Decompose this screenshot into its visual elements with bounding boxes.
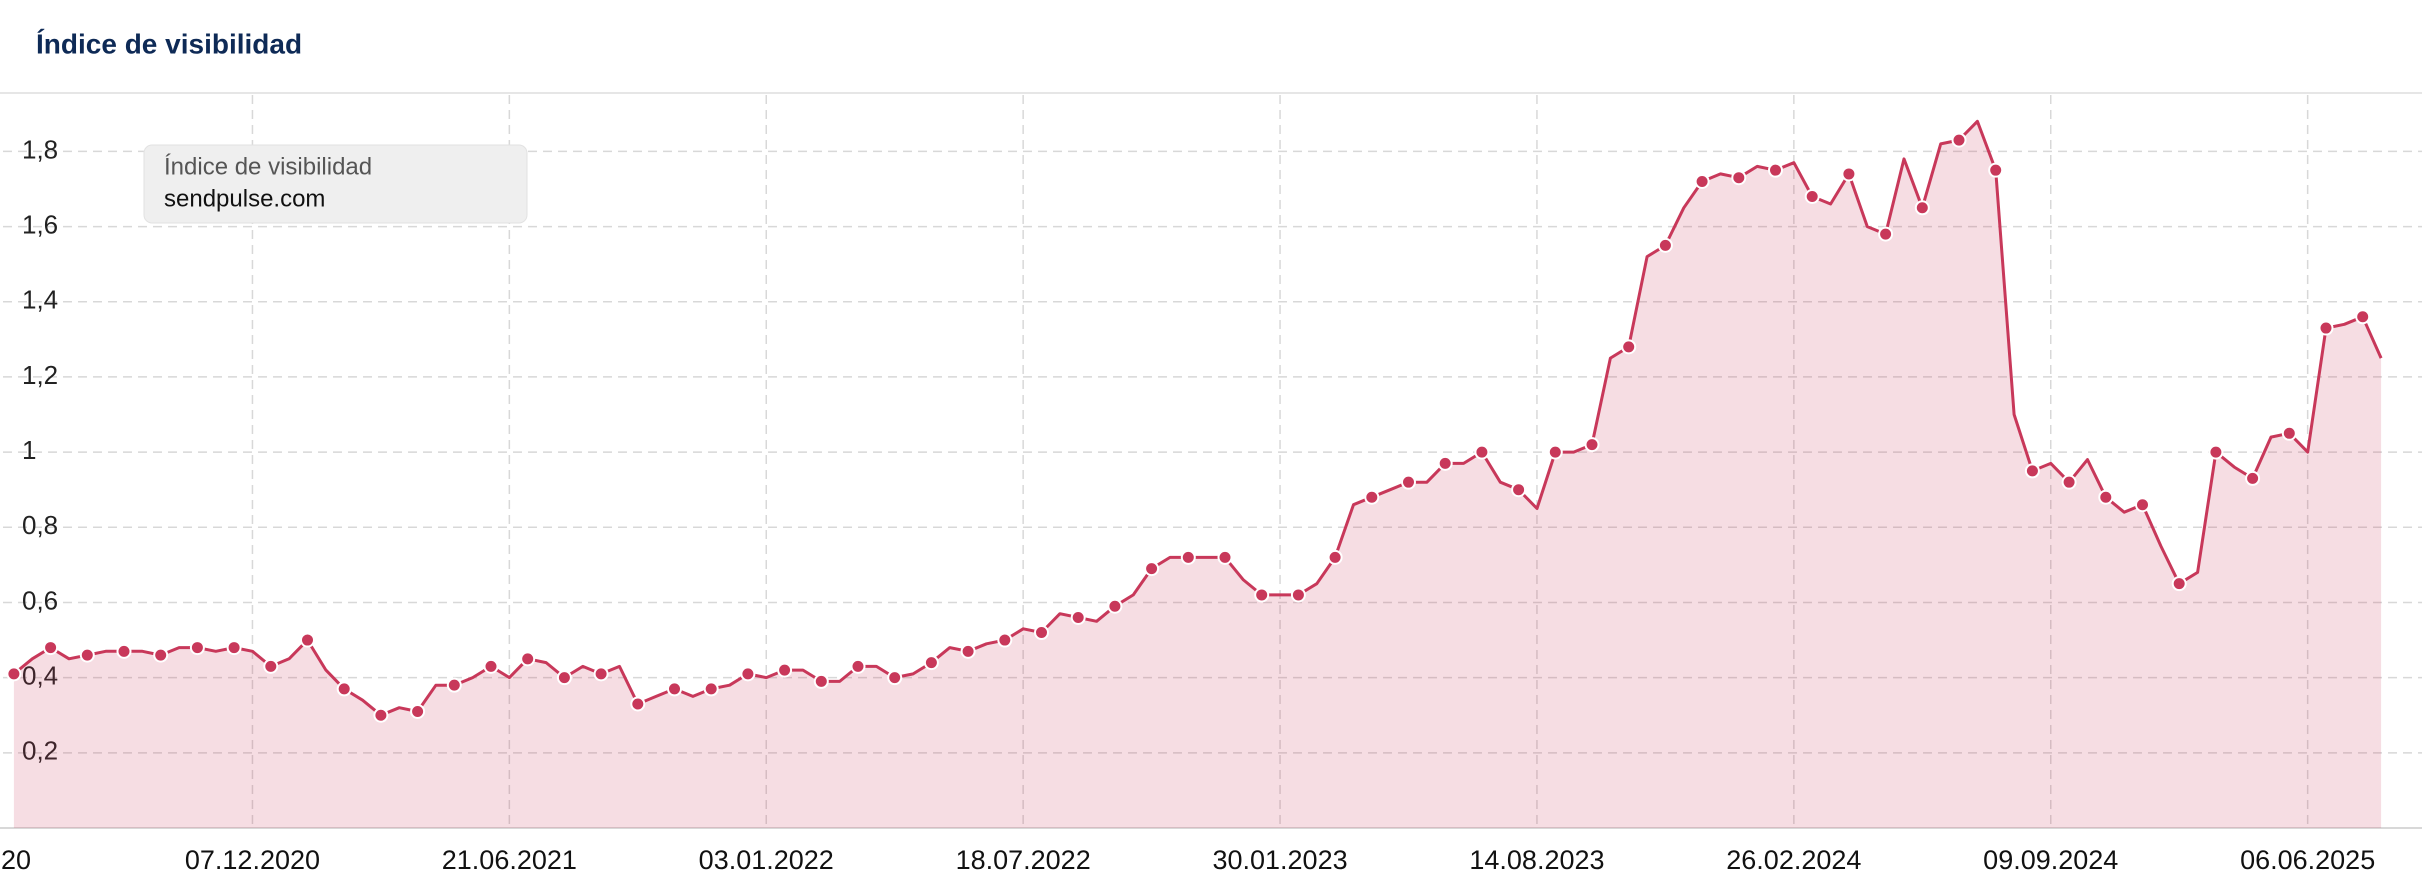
data-point — [1290, 587, 1306, 603]
data-point — [2098, 489, 2114, 505]
x-tick-label: 03.01.2022 — [699, 845, 834, 875]
data-point — [6, 666, 22, 682]
y-tick-label: 1,2 — [22, 360, 58, 390]
data-point — [1768, 162, 1783, 178]
data-point — [1070, 609, 1086, 625]
data-point — [1364, 489, 1380, 505]
data-point — [1437, 455, 1453, 471]
x-tick-label: 21.06.2021 — [442, 845, 577, 875]
data-point — [630, 696, 646, 712]
data-point — [1217, 549, 1233, 565]
data-point — [1327, 549, 1343, 565]
data-point — [1034, 625, 1049, 641]
data-point — [2024, 463, 2040, 479]
data-point — [1144, 561, 1160, 577]
line — [12, 119, 2383, 717]
data-point — [777, 662, 793, 678]
data-point — [226, 640, 242, 656]
data-point — [410, 703, 426, 719]
x-tick-label: 07.12.2020 — [185, 845, 320, 875]
data-point — [1254, 587, 1270, 603]
data-point — [483, 658, 499, 674]
data-point — [2281, 425, 2297, 441]
chart-title: Índice de visibilidad — [36, 28, 302, 59]
area — [13, 121, 2382, 829]
x-tick-label: 18.07.2022 — [956, 845, 1091, 875]
x-tick-label: 14.08.2023 — [1469, 845, 1604, 875]
data-point — [1657, 237, 1673, 253]
data-point — [740, 666, 756, 682]
data-point — [1401, 474, 1416, 490]
data-point — [887, 670, 903, 686]
data-point — [300, 632, 315, 648]
x-tick-label: 06.06.2025 — [2240, 845, 2375, 875]
data-point — [2061, 474, 2077, 490]
data-point — [1878, 226, 1894, 242]
data-point — [813, 673, 829, 689]
data-point — [373, 707, 389, 723]
x-tick-label: 20 — [1, 845, 31, 875]
y-tick-label: 0,8 — [22, 510, 58, 540]
y-tick-label: 1 — [22, 435, 36, 465]
x-tick-label: 26.02.2024 — [1726, 845, 1861, 875]
data-point — [850, 658, 866, 674]
data-point — [593, 666, 609, 682]
data-point — [263, 658, 279, 674]
data-point — [667, 681, 682, 697]
data-point — [923, 655, 939, 671]
y-tick-label: 1,6 — [22, 209, 58, 239]
data-point — [2208, 444, 2224, 460]
data-point — [960, 643, 976, 659]
y-tick-label: 0,6 — [22, 585, 58, 615]
data-point — [1547, 444, 1563, 460]
data-point — [997, 632, 1013, 648]
data-point — [43, 640, 59, 656]
data-point — [1951, 132, 1967, 148]
data-point — [556, 670, 572, 686]
data-point — [153, 647, 169, 663]
data-point — [2135, 497, 2150, 513]
data-point — [1914, 200, 1930, 216]
y-tick-label: 0,2 — [22, 736, 58, 766]
data-point — [1584, 437, 1600, 453]
data-point — [79, 647, 95, 663]
y-tick-label: 1,8 — [22, 134, 58, 164]
data-point — [1988, 162, 2004, 178]
data-point — [1107, 598, 1123, 614]
data-point — [1731, 170, 1747, 186]
data-point — [703, 681, 719, 697]
data-point — [1694, 173, 1710, 189]
y-tick-label: 0,4 — [22, 661, 58, 691]
data-point — [2318, 320, 2334, 336]
data-point — [446, 677, 462, 693]
data-point — [520, 651, 536, 667]
y-tick-label: 1,4 — [22, 285, 58, 315]
legend-entry: sendpulse.com — [164, 185, 325, 212]
data-point — [1511, 482, 1527, 498]
data-point — [1841, 166, 1857, 182]
data-point — [2245, 470, 2261, 486]
data-point — [336, 681, 352, 697]
data-point — [1804, 188, 1820, 204]
data-point — [116, 643, 132, 659]
legend-box — [143, 144, 528, 224]
data-point — [189, 640, 205, 656]
x-tick-label: 30.01.2023 — [1212, 845, 1347, 875]
data-point — [2355, 309, 2371, 325]
data-point — [1180, 549, 1196, 565]
data-point — [1621, 339, 1637, 355]
data-point — [2171, 576, 2187, 592]
x-tick-label: 09.09.2024 — [1983, 845, 2118, 875]
data-point — [1474, 444, 1490, 460]
legend-title: Índice de visibilidad — [164, 153, 372, 180]
